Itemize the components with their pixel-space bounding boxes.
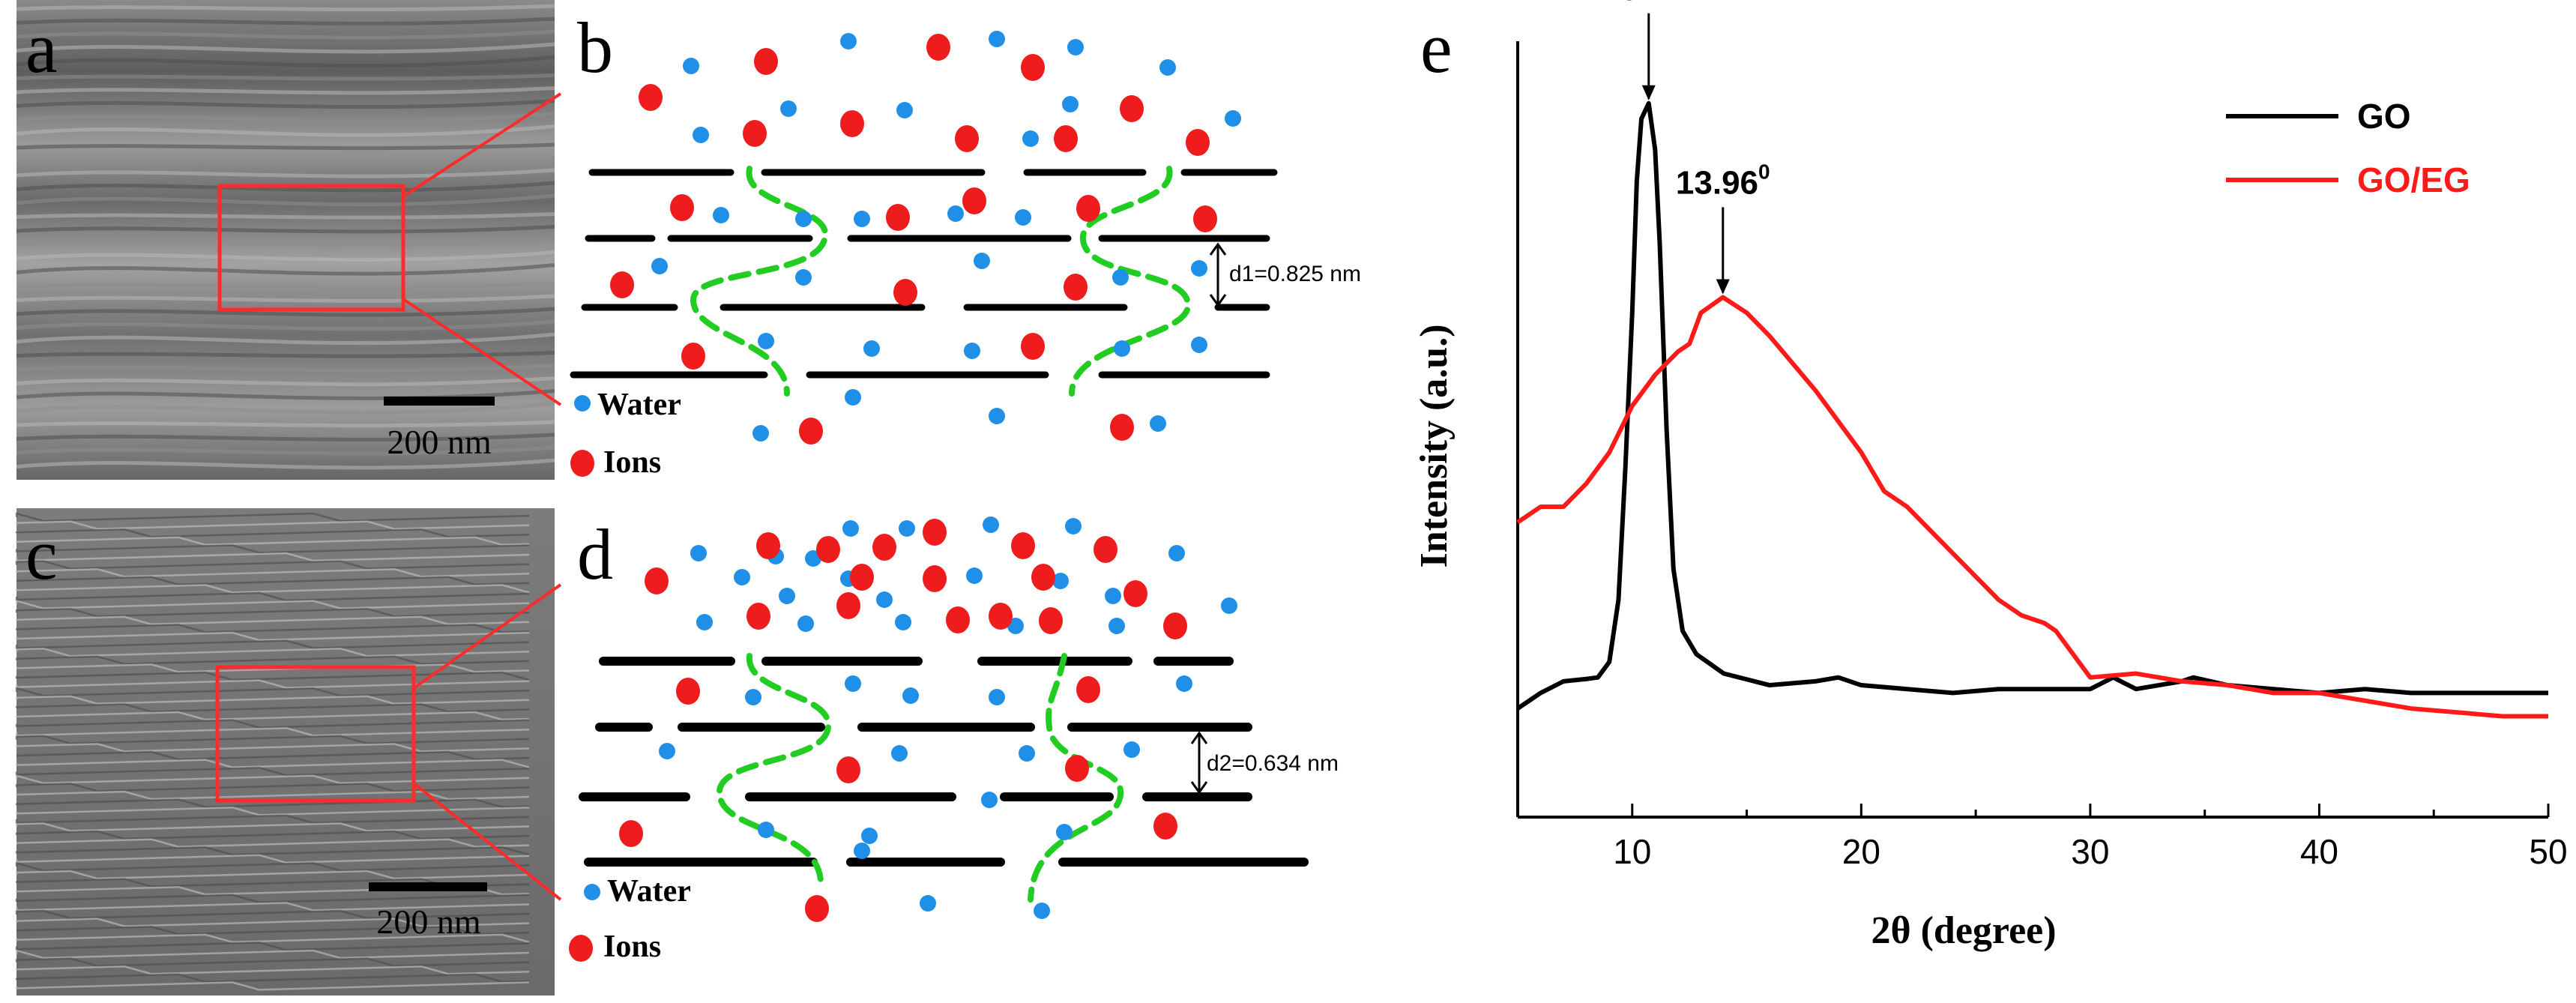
- sem-texture-c: [15, 512, 530, 991]
- panel-e: e Intensity (a.u.) 2θ (degree) 10 20 30 40 5…: [1413, 0, 2568, 952]
- x-tick-label: 10: [1613, 832, 1651, 871]
- spacing-label-d: d2=0.634 nm: [1207, 751, 1339, 776]
- legend-water-d: Water: [607, 874, 691, 909]
- legend-ions-b: Ions: [603, 445, 661, 480]
- peak-arrowhead: [1641, 85, 1656, 100]
- panel-a: a 200 nm: [16, 0, 562, 480]
- go-sheets-b: [570, 169, 1278, 379]
- legend-water-b: Water: [597, 388, 681, 422]
- peak-label-degree: 0: [1758, 160, 1770, 184]
- x-axis-unit: (degree): [1921, 909, 2057, 952]
- zoom-box-c: [215, 665, 416, 803]
- sem-texture-a: [16, 4, 555, 470]
- x-axis-title: 2θ (degree): [1871, 909, 2056, 952]
- x-axis-symbol: 2θ: [1871, 909, 1910, 952]
- x-tick-label: 40: [2300, 832, 2338, 871]
- panel-b: b d1=0.825 nm: [570, 7, 1361, 480]
- zoom-line-a-top: [402, 92, 562, 198]
- peak-arrowhead: [1716, 279, 1730, 295]
- peak-label: 13.960: [1676, 160, 1770, 202]
- zoom-line-c-top: [412, 583, 562, 690]
- x-tick-label: 30: [2071, 832, 2109, 871]
- panel-label-b: b: [577, 7, 613, 88]
- go-sheets-d: [579, 657, 1309, 867]
- panel-label-a: a: [25, 7, 58, 88]
- series-line-go-eg: [1516, 295, 2548, 719]
- zoom-line-a-bottom: [402, 298, 562, 406]
- y-axis-title: Intensity (a.u.): [1413, 324, 1456, 567]
- panel-label-c: c: [25, 514, 58, 594]
- legend-ions-d: Ions: [603, 930, 661, 964]
- xrd-chart: 10 20 30 40 50 10.720 13.960 GO GO/EG: [1516, 0, 2568, 871]
- panel-d: d d2=0.634 nm: [569, 514, 1339, 964]
- zoom-box-a: [217, 184, 405, 312]
- legend-label: GO/EG: [2357, 160, 2470, 199]
- zoom-line-c-bottom: [412, 782, 562, 901]
- particles-b: [570, 31, 1241, 477]
- spacing-label-b: d1=0.825 nm: [1229, 262, 1361, 286]
- legend-label: GO: [2357, 97, 2411, 136]
- panel-label-d: d: [577, 514, 613, 594]
- peak-label: 10.720: [1602, 0, 1696, 7]
- x-tick-label: 50: [2529, 832, 2567, 871]
- panel-c: c 200 nm: [15, 508, 562, 996]
- scale-label-c: 200 nm: [376, 903, 481, 941]
- panel-label-e: e: [1420, 7, 1453, 88]
- x-tick-label: 20: [1842, 832, 1880, 871]
- particles-d: [569, 516, 1237, 962]
- sem-image-c: [16, 508, 555, 996]
- scale-label-a: 200 nm: [387, 423, 492, 461]
